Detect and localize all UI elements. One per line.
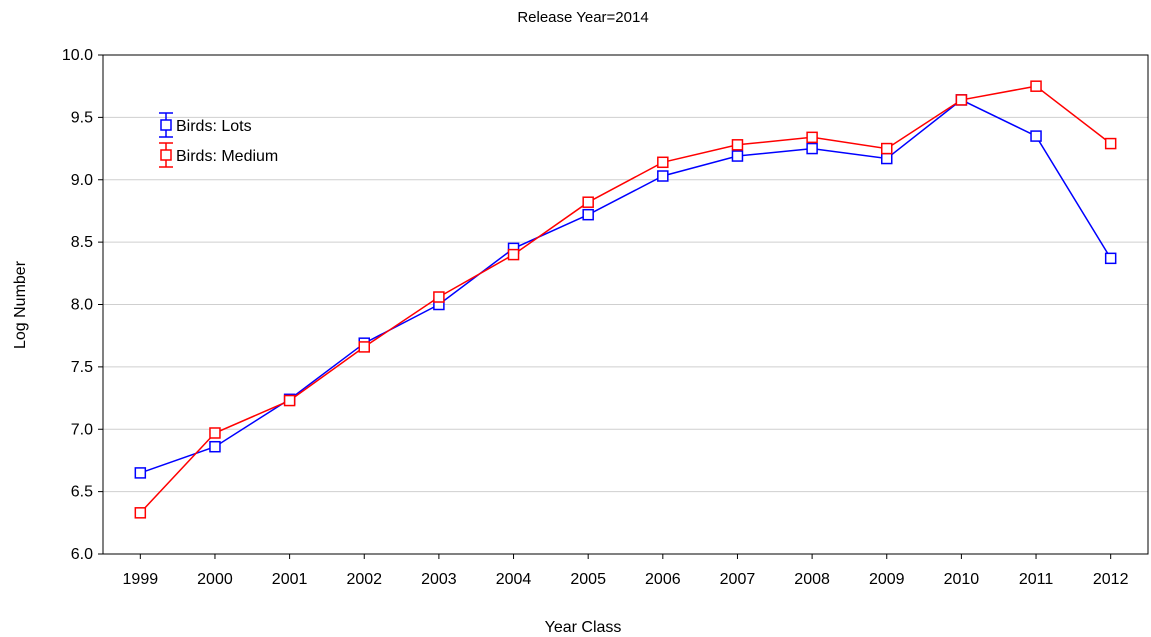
chart-title: Release Year=2014 <box>517 9 648 26</box>
y-tick-label: 8.5 <box>71 234 93 251</box>
data-point-marker <box>209 427 221 439</box>
y-tick-label: 9.5 <box>71 109 93 126</box>
series-line <box>139 85 1112 514</box>
x-tick-label: 2010 <box>944 571 980 588</box>
data-point-marker <box>657 170 669 182</box>
x-tick-label: 2011 <box>1019 571 1054 588</box>
x-tick-label: 2004 <box>496 571 532 588</box>
y-tick-label: 6.0 <box>71 546 93 563</box>
x-tick-label: 2003 <box>421 571 457 588</box>
legend-marker <box>160 149 172 161</box>
y-axis-label: Log Number <box>12 260 29 349</box>
legend-item: Birds: Medium <box>159 142 278 168</box>
data-point-marker <box>283 394 296 407</box>
x-tick-label: 2008 <box>794 571 830 588</box>
x-tick-label: 2002 <box>346 571 382 588</box>
data-point-marker <box>881 142 893 155</box>
data-point-marker <box>881 152 893 165</box>
data-point-marker <box>1104 252 1117 265</box>
legend-item: Birds: Lots <box>159 112 252 138</box>
y-tick-label: 8.0 <box>71 297 93 314</box>
data-point-marker <box>507 248 520 261</box>
legend-label: Birds: Medium <box>176 148 278 165</box>
data-point-marker <box>955 94 968 106</box>
x-tick-label: 2012 <box>1093 571 1129 588</box>
data-point-marker <box>731 150 744 162</box>
data-point-marker <box>806 131 818 144</box>
x-tick-label: 2009 <box>869 571 905 588</box>
data-point-marker <box>134 467 147 479</box>
legend: Birds: Lots Birds: Medium <box>159 112 278 168</box>
data-point-marker <box>657 156 669 169</box>
data-point-marker <box>1104 137 1117 150</box>
y-tick-label: 7.0 <box>71 421 93 438</box>
series-line <box>140 99 1112 474</box>
x-tick-label: 2007 <box>720 571 756 588</box>
legend-label: Birds: Lots <box>176 118 252 135</box>
x-axis-ticks: 1999 2000 2001 2002 2003 2004 2005 2006 2007 2008… <box>123 554 1129 588</box>
data-point-marker <box>433 291 445 303</box>
x-tick-label: 2000 <box>197 571 233 588</box>
y-tick-label: 7.5 <box>71 359 93 376</box>
data-point-marker <box>1030 130 1042 142</box>
data-point-marker <box>209 440 221 453</box>
y-tick-label: 6.5 <box>71 484 93 501</box>
data-point-marker <box>582 196 594 208</box>
data-point-marker <box>806 142 818 155</box>
y-axis-ticks: 6.0 6.5 7.0 7.5 8.0 8.5 9.0 9.5 10.0 <box>62 47 103 563</box>
x-tick-label: 2006 <box>645 571 681 588</box>
grid-lines <box>103 116 1148 493</box>
x-tick-label: 1999 <box>123 571 159 588</box>
plot-frame <box>102 54 1149 555</box>
y-tick-label: 10.0 <box>62 47 93 64</box>
x-tick-label: 2005 <box>570 571 606 588</box>
data-point-marker <box>582 208 594 221</box>
series-layer <box>134 80 1117 519</box>
data-point-marker <box>1030 80 1042 92</box>
data-point-marker <box>358 341 370 353</box>
data-point-marker <box>731 139 744 151</box>
legend-marker <box>160 119 172 131</box>
series-2 <box>134 80 1117 519</box>
y-tick-label: 9.0 <box>71 172 93 189</box>
series-1 <box>134 94 1117 479</box>
x-tick-label: 2001 <box>272 571 308 588</box>
x-axis-label: Year Class <box>545 619 622 636</box>
data-point-marker <box>134 507 147 519</box>
